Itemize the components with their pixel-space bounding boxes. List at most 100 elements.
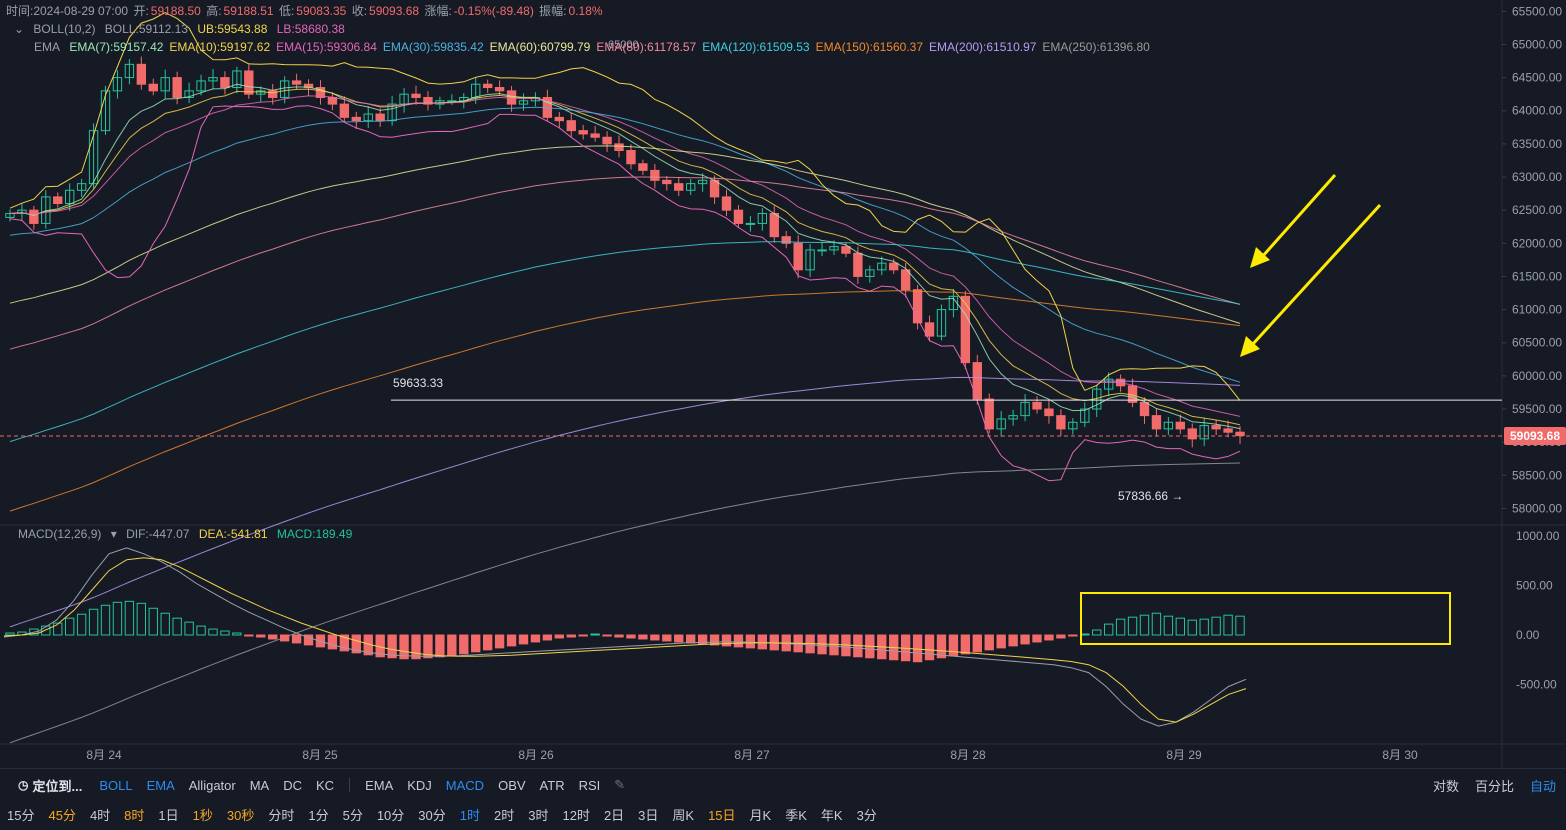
interval-button[interactable]: 年K [820, 807, 843, 823]
interval-button[interactable]: 3日 [638, 807, 659, 823]
interval-button[interactable]: 5分 [342, 807, 363, 823]
candle-body [948, 295, 959, 311]
main-indicator-alligator[interactable]: Alligator [188, 777, 236, 793]
sub-indicator-atr[interactable]: ATR [539, 777, 565, 793]
macd-bar [1151, 612, 1162, 636]
interval-button[interactable]: 1分 [308, 807, 329, 823]
macd-bar [602, 634, 612, 637]
interval-button[interactable]: 8时 [124, 807, 145, 823]
boll-lb: LB:58680.38 [276, 22, 345, 36]
ema-line-80 [9, 176, 1241, 350]
interval-button[interactable]: 3时 [528, 807, 549, 823]
interval-button[interactable]: 2时 [494, 807, 515, 823]
candle-body [877, 262, 887, 271]
interval-button[interactable]: 2日 [603, 807, 625, 823]
macd-bar [482, 634, 493, 651]
candle-body [411, 93, 421, 98]
main-indicator-dc[interactable]: DC [283, 777, 302, 793]
macd-bar [1020, 634, 1030, 645]
time-tick-label: 8月 27 [734, 748, 770, 762]
macd-name: MACD(12,26,9) [18, 527, 102, 541]
macd-bar [471, 634, 481, 653]
candle-body [5, 212, 15, 218]
macd-bar [136, 602, 147, 636]
macd-dif: DIF:-447.07 [126, 527, 190, 541]
interval-button[interactable]: 30秒 [226, 807, 255, 823]
ema-lines [9, 83, 1241, 744]
sub-indicator-ema[interactable]: EMA [365, 777, 394, 793]
macd-bar [53, 622, 63, 636]
macd-bar [1056, 634, 1066, 639]
scale-option-1[interactable]: 百分比 [1474, 778, 1514, 794]
interval-button[interactable]: 45分 [48, 807, 76, 823]
time-label: 时间:2024-08-29 07:00 [6, 4, 129, 18]
candle-body [865, 269, 875, 277]
price-tick-label: 65500.00 [1512, 4, 1562, 18]
interval-button[interactable]: 月K [749, 807, 772, 823]
macd-dif-line [3, 547, 1247, 727]
macd-tick-label: 500.00 [1516, 579, 1553, 593]
candle-body [327, 96, 338, 105]
candle-body [172, 77, 182, 98]
annotation-arrowhead-1 [1250, 247, 1270, 268]
macd-bar [1127, 616, 1138, 636]
macd-bar [1032, 634, 1042, 643]
candle-body [924, 322, 935, 337]
interval-button[interactable]: 15分 [7, 807, 35, 823]
main-indicator-boll[interactable]: BOLL [99, 777, 133, 793]
candle-body [124, 63, 135, 79]
sub-indicator-macd[interactable]: MACD [445, 777, 485, 793]
macd-bar [697, 634, 708, 645]
ema-line-30 [9, 106, 1241, 383]
macd-bar [518, 634, 529, 645]
locate-button[interactable]: ◷ 定位到... [0, 776, 92, 795]
candle-body [112, 77, 123, 92]
time-tick-label: 8月 26 [518, 748, 554, 762]
chevron-down-icon[interactable]: ▾ [110, 527, 117, 541]
interval-button[interactable]: 季K [785, 807, 807, 823]
candle-body [1175, 421, 1185, 430]
macd-bar [662, 634, 672, 642]
candle-body [494, 87, 505, 92]
low-value: 59083.35 [296, 4, 347, 18]
low-price-label: 57836.66 → [1118, 489, 1183, 503]
interval-button[interactable]: 3分 [856, 807, 877, 823]
candle-body [626, 150, 636, 165]
close-label: 收: [351, 4, 368, 18]
interval-button[interactable]: 1日 [158, 807, 179, 823]
interval-button[interactable]: 1时 [459, 807, 480, 823]
macd-bar [733, 634, 744, 648]
candle-body [602, 136, 612, 145]
price-tick-label: 65000.00 [1512, 37, 1562, 51]
interval-button[interactable]: 10分 [376, 807, 405, 823]
sub-indicator-kdj[interactable]: KDJ [407, 777, 432, 793]
edit-icon[interactable]: ✎ [614, 777, 626, 792]
sub-indicator-rsi[interactable]: RSI [578, 777, 601, 793]
candle-body [65, 189, 75, 205]
macd-bar [5, 632, 15, 636]
interval-button[interactable]: 12时 [562, 807, 590, 823]
chevron-down-icon[interactable]: ⌄ [14, 22, 25, 36]
candle-body [315, 87, 326, 98]
interval-button[interactable]: 分时 [268, 807, 295, 823]
scale-option-0[interactable]: 对数 [1432, 778, 1459, 794]
main-indicator-kc[interactable]: KC [316, 777, 335, 793]
annotation-arrow-1 [1260, 174, 1337, 258]
candle-body [590, 133, 600, 138]
main-indicator-ema[interactable]: EMA [146, 777, 175, 793]
macd-bar [1139, 614, 1150, 636]
candle-body [578, 130, 588, 135]
interval-button[interactable]: 30分 [418, 807, 446, 823]
scale-option-2[interactable]: 自动 [1529, 778, 1556, 794]
macd-bar [936, 634, 947, 659]
interval-button[interactable]: 1秒 [192, 807, 213, 823]
macd-bar [1223, 614, 1233, 636]
macd-tick-label: 1000.00 [1516, 529, 1560, 543]
interval-button[interactable]: 周K [672, 807, 695, 823]
candle-body [148, 83, 158, 92]
interval-button[interactable]: 4时 [89, 807, 111, 823]
main-indicator-ma[interactable]: MA [249, 777, 270, 793]
sub-indicator-obv[interactable]: OBV [498, 777, 526, 793]
interval-button[interactable]: 15日 [708, 807, 736, 823]
